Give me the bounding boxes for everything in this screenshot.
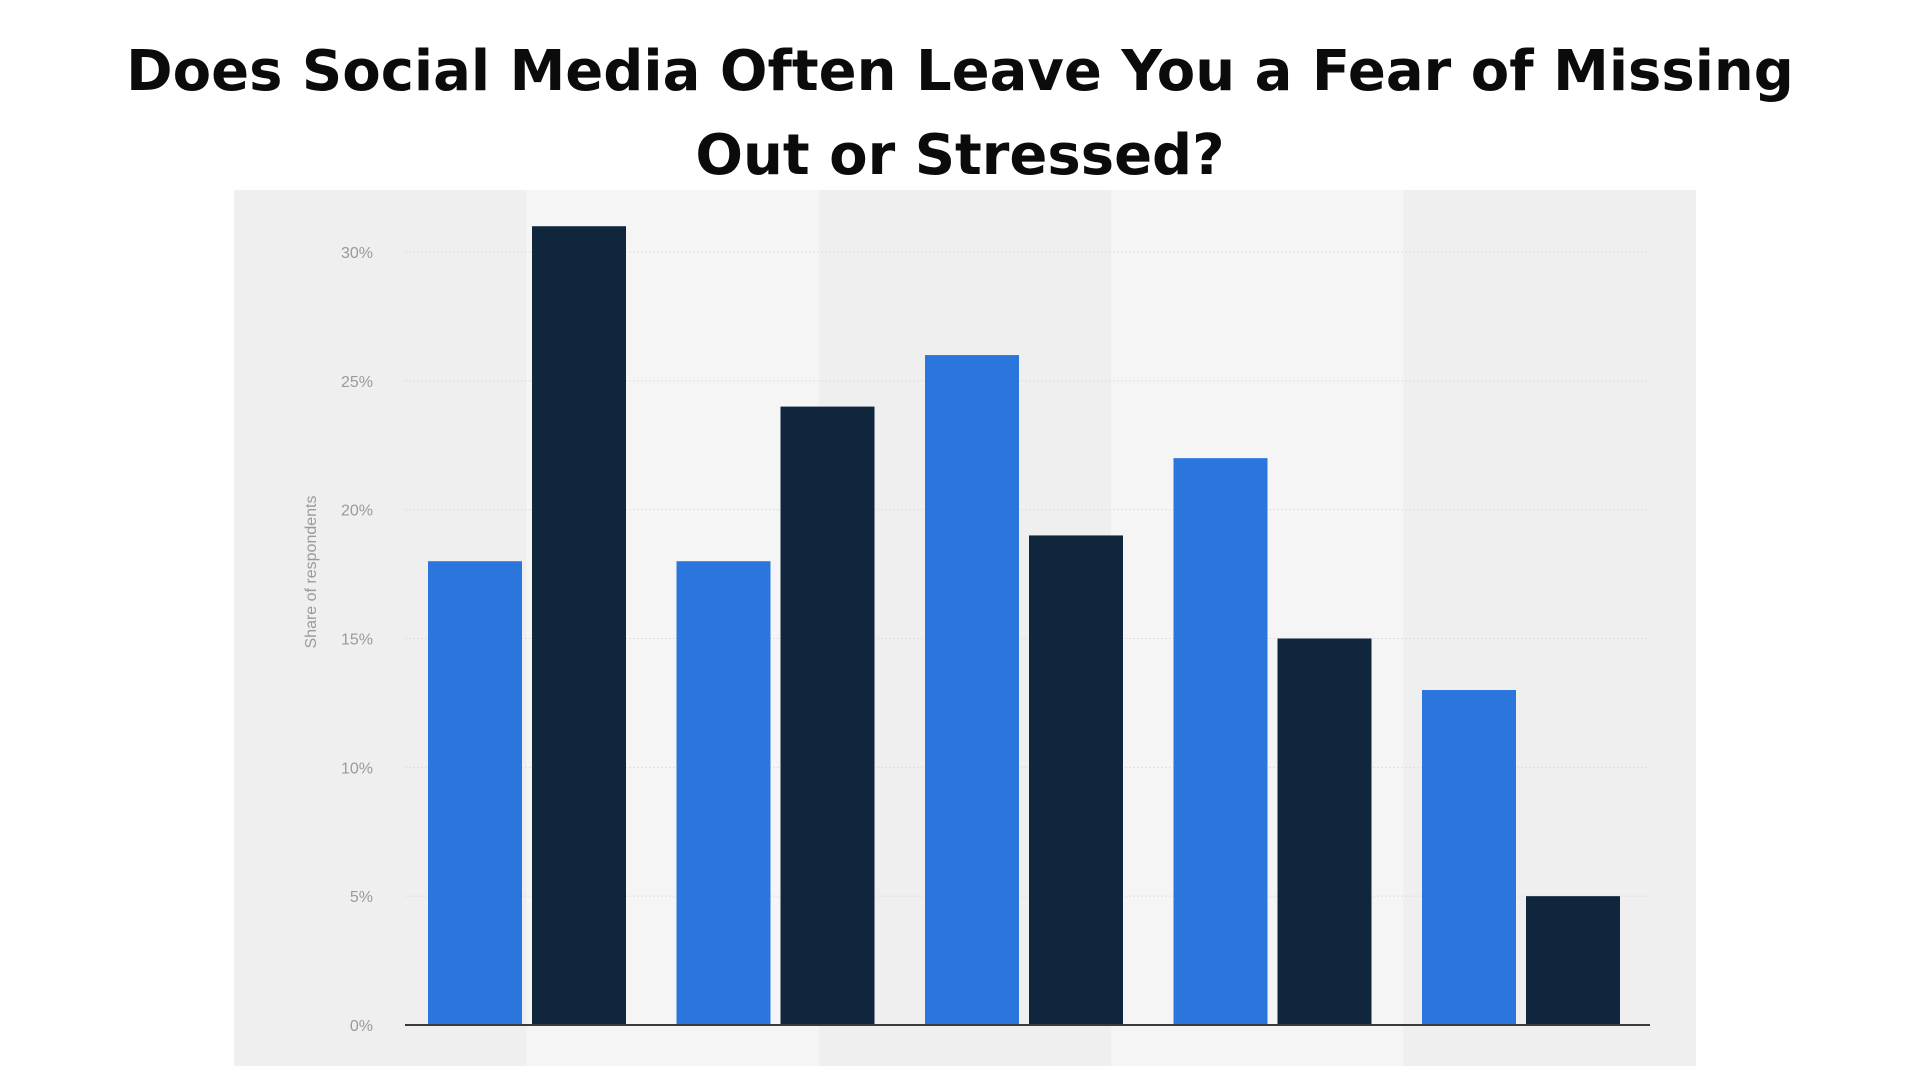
bar-series-2-category-5 <box>1526 896 1620 1025</box>
y-tick-label: 15% <box>341 632 373 649</box>
bar-series-1-category-1 <box>428 561 522 1025</box>
bar-series-1-category-4 <box>1173 458 1268 1026</box>
bar-series-1-category-2 <box>676 561 771 1025</box>
y-tick-label: 25% <box>341 374 373 391</box>
y-tick-label: 5% <box>350 889 373 906</box>
y-axis-title: Share of respondents <box>303 496 320 649</box>
bar-series-2-category-3 <box>1029 535 1123 1025</box>
bar-series-2-category-1 <box>532 226 626 1025</box>
chart-title: Does Social Media Often Leave You a Fear… <box>126 39 1794 188</box>
y-tick-label: 20% <box>341 503 373 520</box>
bar-series-2-category-2 <box>780 406 875 1026</box>
bar-series-2-category-4 <box>1277 638 1372 1025</box>
y-tick-label: 30% <box>341 245 373 262</box>
bar-series-1-category-3 <box>925 355 1019 1026</box>
y-tick-label: 10% <box>341 760 373 777</box>
y-tick-label: 0% <box>350 1018 373 1035</box>
bar-series-1-category-5 <box>1422 690 1516 1025</box>
